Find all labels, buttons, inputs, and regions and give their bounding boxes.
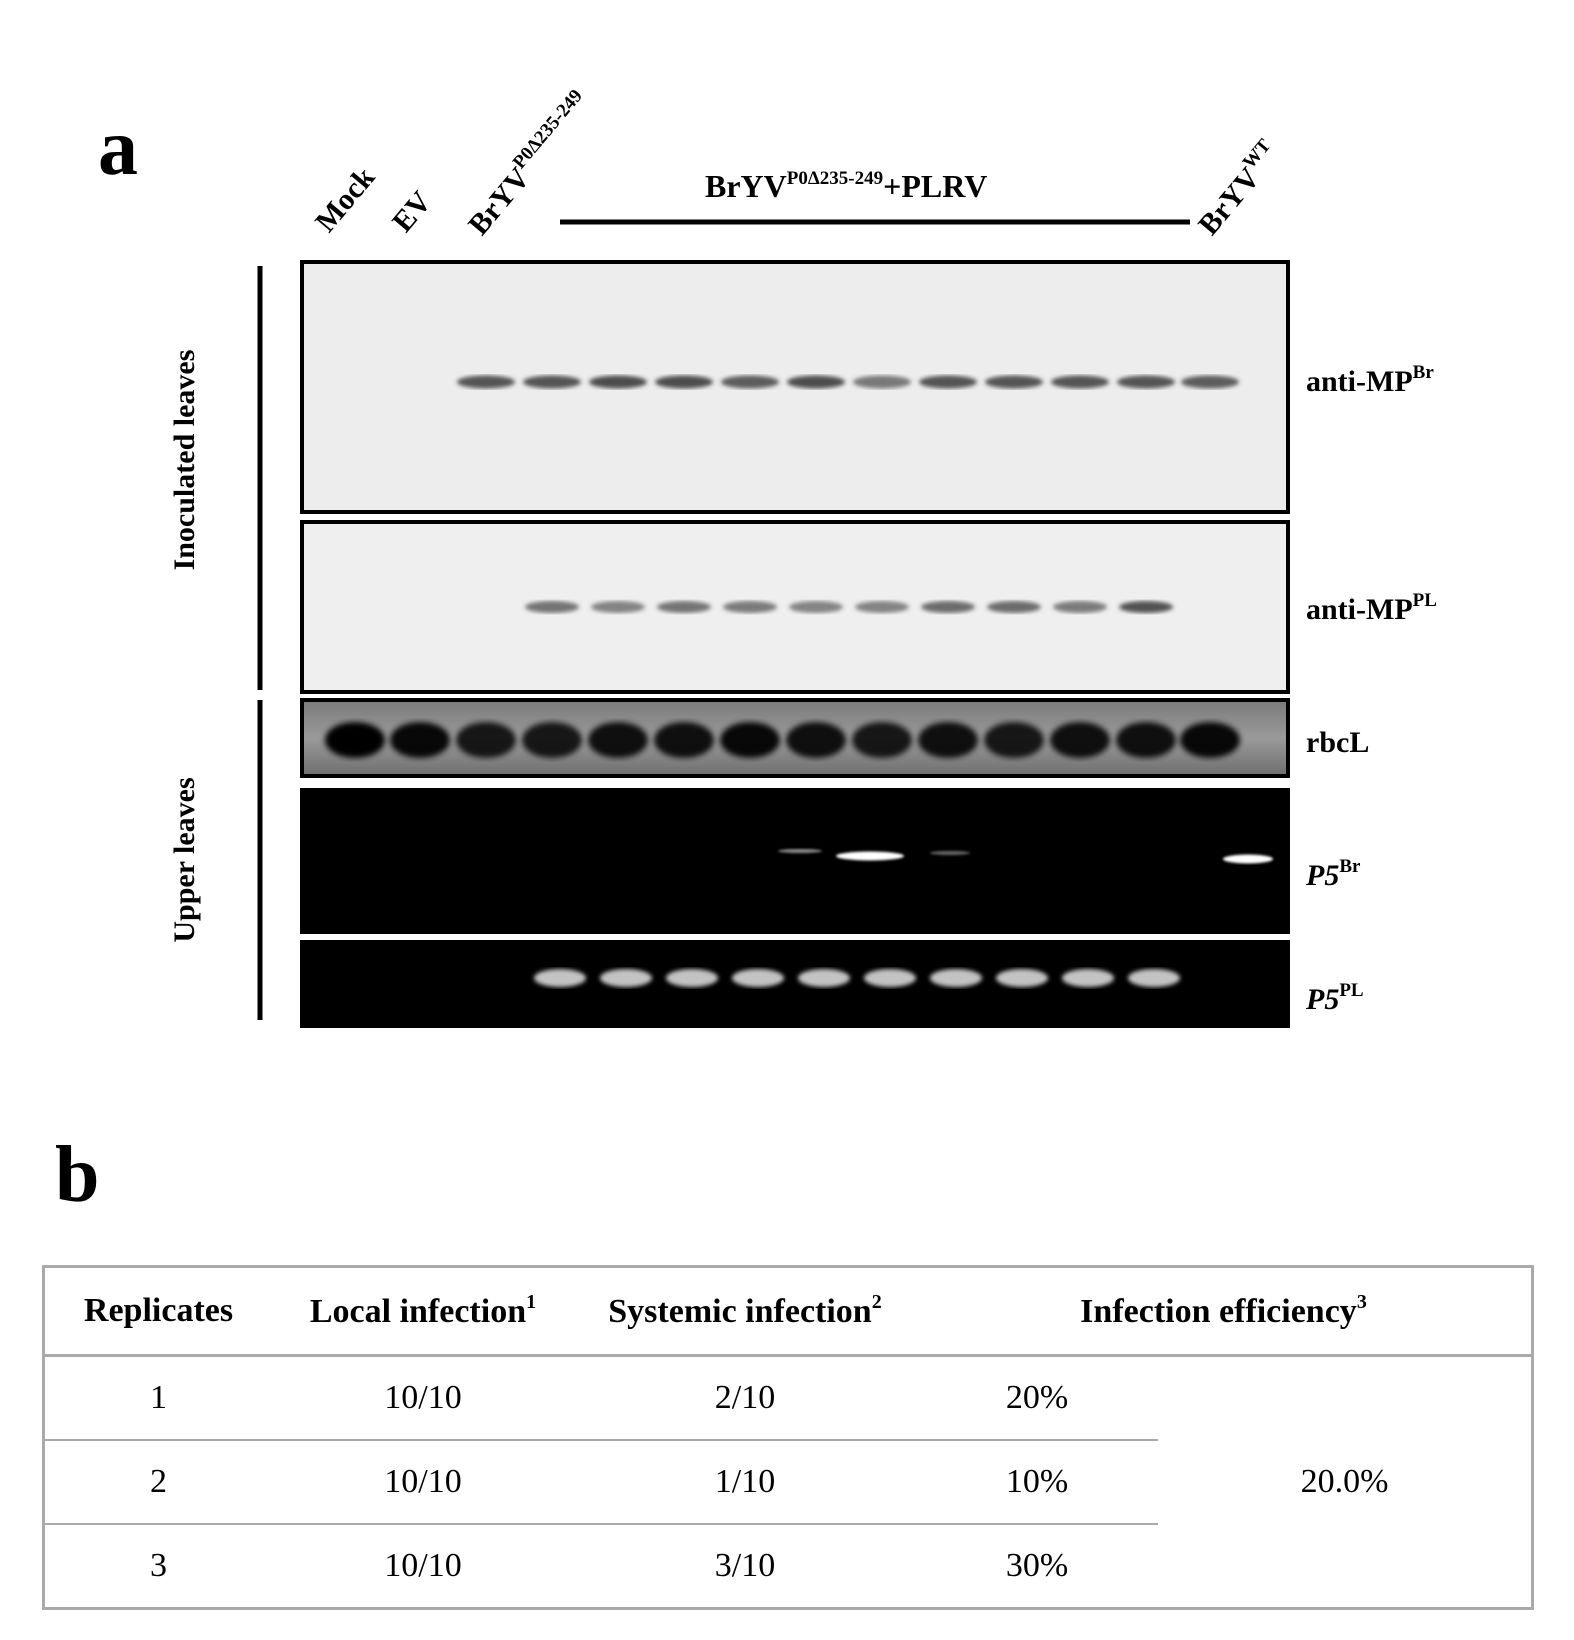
band-p5-pl (996, 969, 1048, 987)
cell-replicate: 3 (150, 1547, 167, 1584)
cell-systemic: 2/10 (574, 1355, 916, 1441)
band-p5-pl (864, 969, 916, 987)
table-row: 1 10/10 2/10 20% 20.0% (43, 1355, 1533, 1500)
band-mp-pl (525, 601, 579, 613)
band-p5-pl (534, 969, 586, 987)
blot-figure (257, 219, 1290, 1028)
band-mp-br (655, 375, 713, 389)
side-label-inoculated: Inoculated leaves (168, 349, 201, 571)
gel-p5-pl (300, 940, 1290, 1028)
band-rbcl (852, 722, 912, 758)
band-rbcl (654, 722, 714, 758)
cell-local: 10/10 (272, 1355, 574, 1441)
band-mp-br (721, 375, 779, 389)
band-mp-br (457, 375, 515, 389)
band-mp-br (1117, 375, 1175, 389)
band-mp-br (919, 375, 977, 389)
band-p5-br (836, 851, 904, 861)
header-replicates: Replicates (43, 1266, 272, 1357)
row-label-p5-br: P5Br (1306, 856, 1361, 892)
group-label: BrYVP0Δ235-249+PLRV (705, 168, 988, 204)
band-rbcl (1180, 722, 1240, 758)
band-mp-pl (921, 601, 975, 613)
band-mp-pl (987, 601, 1041, 613)
band-rbcl (522, 722, 582, 758)
cell-systemic: 1/10 (574, 1440, 916, 1525)
cell-replicate: 2 (43, 1440, 272, 1525)
row-label-rbcl: rbcL (1306, 726, 1370, 759)
band-p5-pl (1128, 969, 1180, 987)
blot-rbcl (300, 698, 1290, 778)
band-mp-pl (1119, 601, 1173, 613)
cell-systemic: 3/10 (714, 1547, 776, 1584)
band-p5-pl (930, 969, 982, 987)
header-infection-efficiency: Infection efficiency3 (916, 1266, 1533, 1357)
band-rbcl (325, 722, 385, 758)
blot-anti-mp-pl (300, 520, 1290, 694)
band-mp-br (853, 375, 911, 389)
band-mp-pl (1053, 601, 1107, 613)
band-rbcl (1050, 722, 1110, 758)
band-rbcl (720, 722, 780, 758)
table-header-row: Replicates Local infection1 Systemic inf… (43, 1266, 1533, 1357)
band-p5-br (930, 851, 970, 855)
band-mp-pl (855, 601, 909, 613)
cell-efficiency: 10% (916, 1440, 1158, 1525)
band-rbcl (918, 722, 978, 758)
band-mp-pl (591, 601, 645, 613)
blot-anti-mp-br (300, 260, 1290, 514)
band-mp-br (1181, 375, 1239, 389)
band-p5-pl (1062, 969, 1114, 987)
band-mp-br (523, 375, 581, 389)
band-rbcl (588, 722, 648, 758)
band-rbcl (390, 722, 450, 758)
band-p5-pl (798, 969, 850, 987)
band-p5-pl (600, 969, 652, 987)
band-mp-pl (723, 601, 777, 613)
band-mp-br (985, 375, 1043, 389)
band-mp-br (1051, 375, 1109, 389)
row-label-anti-mp-br: anti-MPBr (1306, 362, 1434, 398)
cell-replicate: 1 (43, 1355, 272, 1441)
band-p5-br (1223, 854, 1273, 864)
header-systemic-infection: Systemic infection2 (574, 1266, 916, 1357)
cell-efficiency: 30% (1005, 1547, 1069, 1584)
panel-a-letter: a (98, 104, 138, 192)
row-label-anti-mp-pl: anti-MPPL (1306, 590, 1437, 626)
row-label-p5-pl: P5PL (1306, 980, 1364, 1016)
header-local-infection: Local infection1 (272, 1266, 574, 1357)
band-mp-br (787, 375, 845, 389)
table-row: 3 10/10 3/10 30% (44, 1524, 1533, 1609)
cell-local: 10/10 (272, 1440, 574, 1525)
cell-overall-efficiency: 20.0% (1300, 1463, 1389, 1500)
band-rbcl (1116, 722, 1176, 758)
band-p5-pl (666, 969, 718, 987)
band-rbcl (786, 722, 846, 758)
side-label-upper: Upper leaves (168, 777, 201, 943)
infection-summary-table: Replicates Local infection1 Systemic inf… (42, 1265, 1534, 1610)
table-row: 2 10/10 1/10 10% (43, 1440, 1533, 1525)
band-rbcl (456, 722, 516, 758)
band-p5-pl (732, 969, 784, 987)
band-rbcl (984, 722, 1044, 758)
band-mp-pl (789, 601, 843, 613)
cell-local: 10/10 (384, 1547, 462, 1584)
band-mp-br (589, 375, 647, 389)
cell-efficiency: 20% (916, 1355, 1158, 1441)
band-mp-pl (657, 601, 711, 613)
band-p5-br (778, 849, 822, 853)
gel-p5-br (300, 788, 1290, 934)
panel-b-letter: b (55, 1131, 100, 1219)
